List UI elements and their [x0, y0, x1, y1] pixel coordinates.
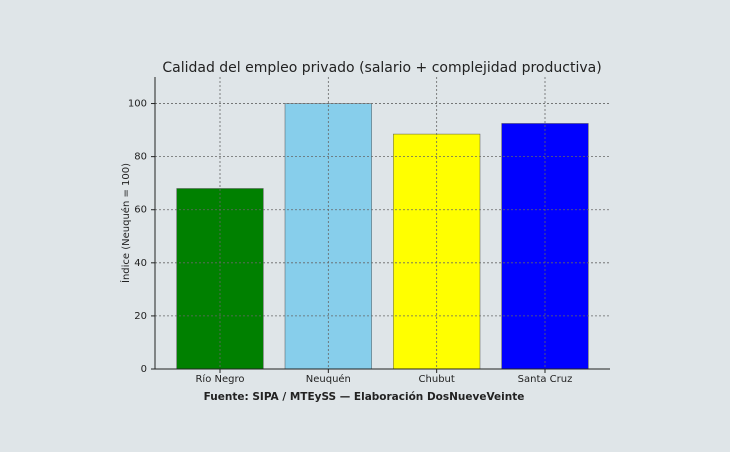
y-tick-label: 40: [134, 258, 147, 269]
y-tick-label: 100: [128, 99, 147, 110]
y-tick-label: 80: [134, 152, 147, 163]
y-axis-label: Índice (Neuquén = 100): [119, 163, 132, 283]
x-tick-label: Chubut: [419, 374, 455, 385]
chart-title: Calidad del empleo privado (salario + co…: [162, 60, 601, 76]
source-note: Fuente: SIPA / MTEySS — Elaboración DosN…: [204, 391, 525, 403]
bar: [284, 103, 372, 370]
y-tick-label: 60: [134, 205, 147, 216]
y-tick-label: 0: [141, 364, 147, 375]
x-tick-label: Neuquén: [306, 373, 351, 385]
x-tick-label: Santa Cruz: [518, 374, 573, 385]
y-tick-label: 20: [134, 311, 147, 322]
x-tick-label: Río Negro: [195, 373, 244, 385]
